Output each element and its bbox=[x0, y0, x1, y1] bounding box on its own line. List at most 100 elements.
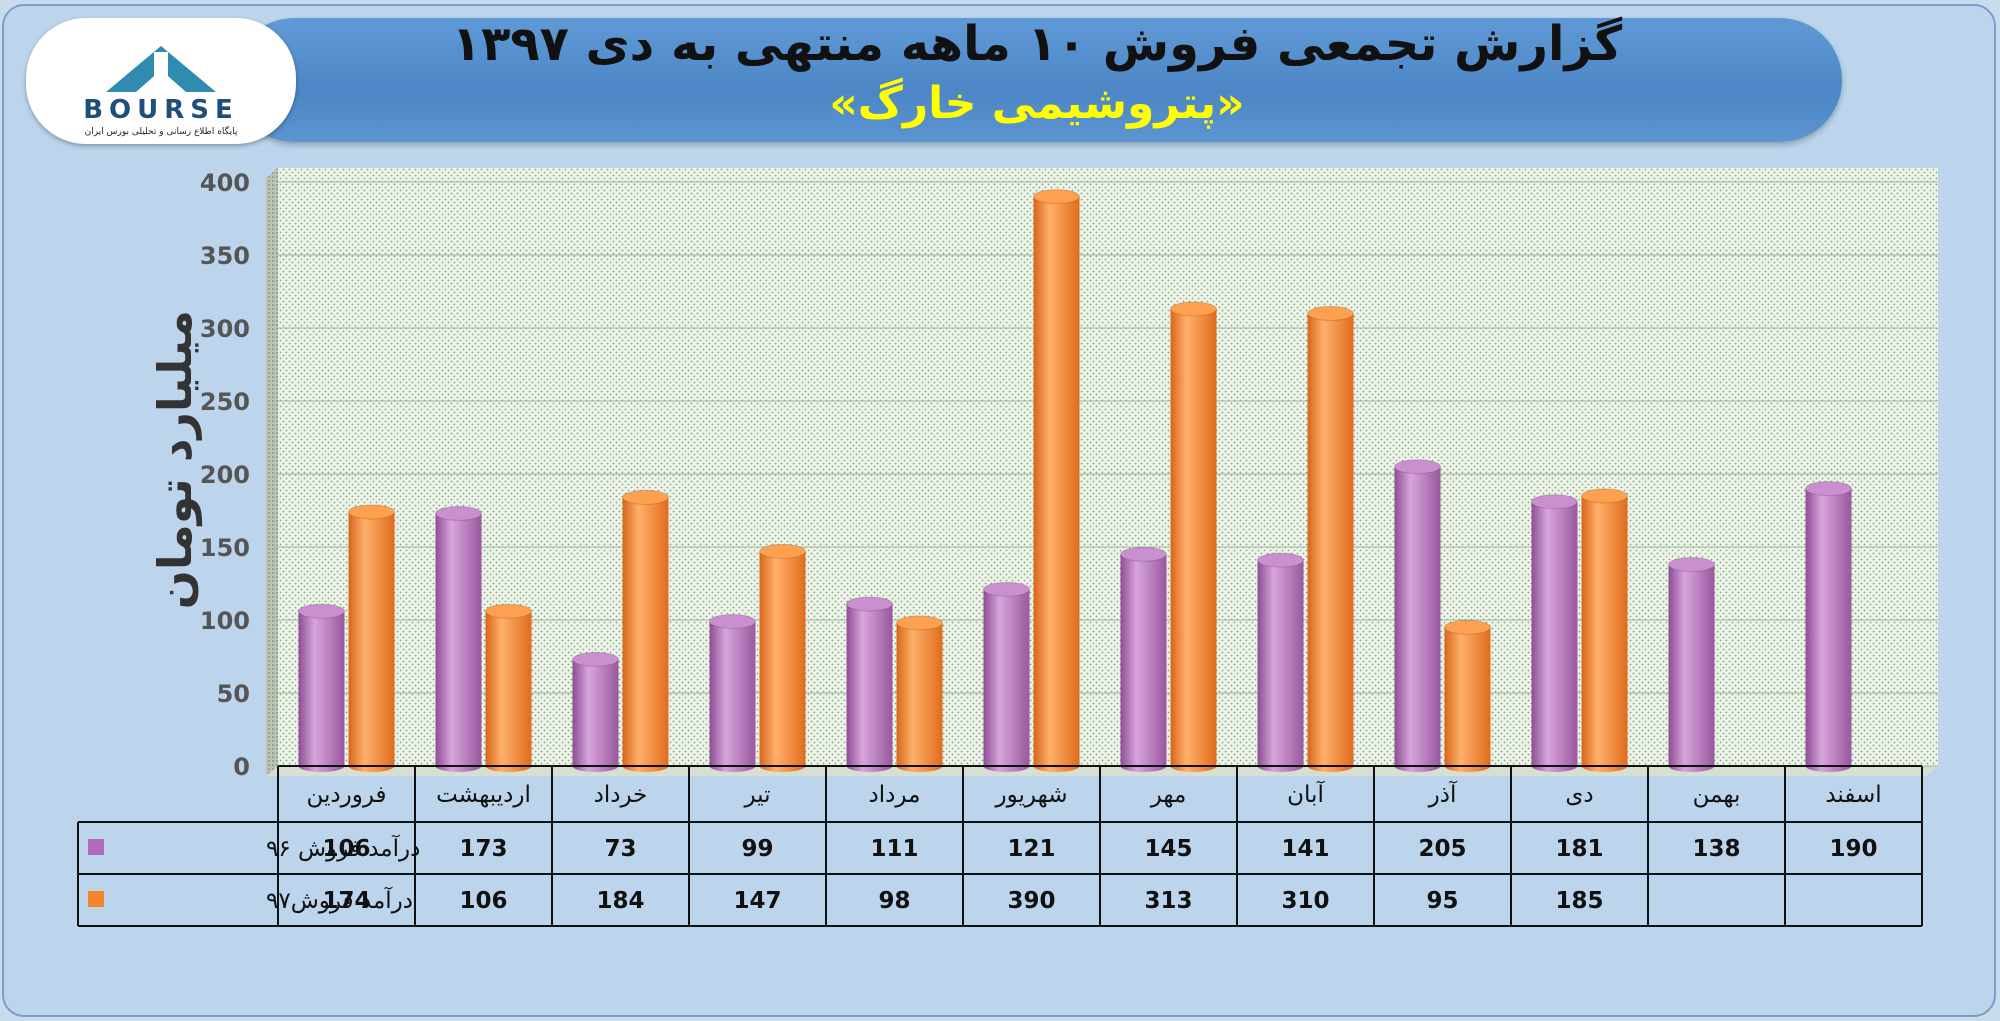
bars bbox=[298, 189, 1852, 772]
bar-body bbox=[348, 511, 395, 766]
bar-body bbox=[983, 589, 1030, 766]
bourse-logo: BOURSE پایگاه اطلاع رسانی و تحلیلی بورس … bbox=[26, 18, 296, 144]
bar-cap bbox=[435, 505, 482, 521]
bar-cap bbox=[1581, 488, 1628, 504]
bar-body bbox=[709, 621, 756, 766]
data-label: 310 bbox=[1281, 888, 1329, 914]
y-tick-label: 250 bbox=[200, 388, 250, 416]
bar bbox=[896, 615, 943, 772]
bar-cap bbox=[709, 613, 756, 629]
chart-subtitle: «پتروشیمی خارگ» bbox=[829, 78, 1245, 129]
bar-body bbox=[1170, 309, 1217, 766]
bar-cap bbox=[1531, 494, 1578, 510]
logo-graphic: BOURSE پایگاه اطلاع رسانی و تحلیلی بورس … bbox=[83, 46, 239, 137]
bar bbox=[1307, 305, 1354, 772]
x-tick-label: اردیبهشت bbox=[436, 782, 531, 808]
bar-cap bbox=[298, 603, 345, 619]
data-label: 145 bbox=[1144, 836, 1192, 862]
bar bbox=[485, 603, 532, 772]
y-tick-label: 300 bbox=[200, 315, 250, 343]
bar-cap bbox=[983, 581, 1030, 597]
data-label: 106 bbox=[322, 836, 370, 862]
bar bbox=[435, 505, 482, 772]
bar-body bbox=[1307, 313, 1354, 766]
y-tick-label: 50 bbox=[217, 680, 250, 708]
bar-cap bbox=[485, 603, 532, 619]
x-tick-label: خرداد bbox=[594, 782, 648, 808]
bar-body bbox=[846, 603, 893, 766]
bar bbox=[622, 489, 669, 772]
x-tick-label: دی bbox=[1565, 782, 1593, 808]
x-tick-label: شهریور bbox=[995, 782, 1068, 808]
data-label: 173 bbox=[459, 836, 507, 862]
bar bbox=[1805, 481, 1852, 772]
bar-body bbox=[759, 551, 806, 766]
logo-text: BOURSE bbox=[83, 95, 239, 125]
x-tick-label: آذر bbox=[1428, 780, 1458, 808]
data-label: 111 bbox=[870, 836, 918, 862]
data-table: فروردین اردیبهشت خرداد تیر مرداد شهریور مهر آبا… bbox=[77, 765, 1923, 927]
bar-body bbox=[485, 611, 532, 766]
bar-cap bbox=[1444, 619, 1491, 635]
bar bbox=[983, 581, 1030, 772]
data-label: 138 bbox=[1692, 836, 1740, 862]
bar-cap bbox=[348, 504, 395, 520]
bar-cap bbox=[1170, 301, 1217, 317]
bar bbox=[846, 596, 893, 772]
bar-cap bbox=[1120, 546, 1167, 562]
bar-body bbox=[622, 497, 669, 766]
bar-body bbox=[896, 622, 943, 766]
bar-cap bbox=[846, 596, 893, 612]
chart-title: گزارش تجمعی فروش ۱۰ ماهه منتهی به دی ۱۳۹… bbox=[451, 16, 1623, 72]
data-label: 181 bbox=[1555, 836, 1603, 862]
bar-cap bbox=[1805, 481, 1852, 497]
plot-floor bbox=[266, 766, 1938, 776]
y-tick-label: 100 bbox=[200, 607, 250, 635]
bar-cap bbox=[1257, 552, 1304, 568]
data-label: 390 bbox=[1007, 888, 1055, 914]
x-tick-label: بهمن bbox=[1693, 782, 1741, 808]
legend-label: درآمد فروش۹۷ bbox=[266, 886, 413, 914]
y-tick-label: 350 bbox=[200, 242, 250, 270]
bar bbox=[1394, 459, 1441, 772]
y-tick-label: 400 bbox=[200, 169, 250, 197]
bar bbox=[1581, 488, 1628, 772]
x-tick-label: فروردین bbox=[306, 782, 386, 808]
data-label: 184 bbox=[596, 888, 644, 914]
bar-body bbox=[1394, 466, 1441, 766]
bar bbox=[759, 543, 806, 772]
x-tick-label: مهر bbox=[1150, 782, 1187, 808]
data-label: 98 bbox=[878, 888, 910, 914]
plot-side-wall bbox=[266, 168, 278, 776]
bar-cap bbox=[1394, 459, 1441, 475]
y-tick-labels: 0 50 100 150 200 250 300 350 400 bbox=[200, 169, 250, 781]
bar-body bbox=[1444, 627, 1491, 766]
x-tick-label: اسفند bbox=[1825, 782, 1881, 808]
data-label: 205 bbox=[1418, 836, 1466, 862]
bar bbox=[572, 651, 619, 772]
bar-body bbox=[1668, 564, 1715, 766]
bar-cap bbox=[1668, 557, 1715, 573]
bar-cap bbox=[1307, 305, 1354, 321]
plot-area bbox=[266, 168, 1938, 776]
y-tick-label: 200 bbox=[200, 461, 250, 489]
bar-body bbox=[1033, 196, 1080, 767]
bar bbox=[348, 504, 395, 772]
data-label: 174 bbox=[322, 888, 370, 914]
bar-body bbox=[1120, 554, 1167, 766]
data-label: 147 bbox=[733, 888, 781, 914]
y-tick-label: 0 bbox=[233, 753, 250, 781]
data-label: 121 bbox=[1007, 836, 1055, 862]
bar-body bbox=[1805, 488, 1852, 766]
bar bbox=[1033, 189, 1080, 772]
plot-background bbox=[278, 168, 1938, 766]
logo-caption: پایگاه اطلاع رسانی و تحلیلی بورس ایران bbox=[85, 125, 238, 137]
bar-cap bbox=[1033, 189, 1080, 205]
bar bbox=[1257, 552, 1304, 772]
bar-cap bbox=[622, 489, 669, 505]
bar-body bbox=[572, 659, 619, 766]
data-label: 73 bbox=[604, 836, 636, 862]
title-banner bbox=[232, 18, 1842, 142]
data-label: 313 bbox=[1144, 888, 1192, 914]
